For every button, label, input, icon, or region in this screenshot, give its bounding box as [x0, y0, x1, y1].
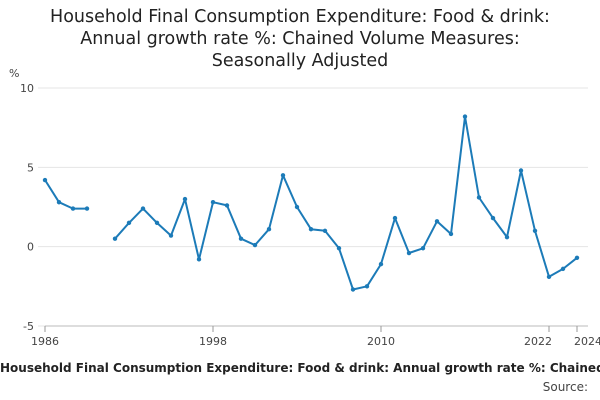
- data-point: [462, 114, 468, 119]
- data-point: [364, 284, 370, 289]
- data-point: [560, 266, 566, 272]
- data-point: [154, 220, 160, 226]
- data-point: [490, 215, 496, 221]
- data-point: [84, 206, 90, 211]
- series-line-segment: [44, 179, 88, 210]
- x-tick-label: 2024: [574, 335, 600, 348]
- data-point: [196, 257, 202, 262]
- series-line-segment: [114, 115, 578, 291]
- data-point: [70, 206, 76, 211]
- data-point: [518, 168, 524, 173]
- data-point: [574, 255, 580, 260]
- data-point: [224, 203, 230, 208]
- data-point: [378, 261, 384, 267]
- data-point: [504, 234, 510, 240]
- data-point: [294, 204, 300, 210]
- data-series: [42, 114, 580, 292]
- data-point: [112, 236, 118, 241]
- data-point: [350, 287, 356, 292]
- data-point: [420, 246, 426, 251]
- y-axis-label: %: [9, 67, 19, 80]
- data-point: [308, 227, 314, 232]
- data-point: [266, 227, 272, 232]
- data-point: [252, 242, 258, 248]
- y-tick-label: 5: [27, 161, 34, 174]
- x-tick-label: 2022: [524, 335, 552, 348]
- source-label: Source:: [542, 380, 588, 394]
- data-point: [280, 173, 286, 178]
- data-point: [476, 195, 482, 200]
- y-axis-ticks: -5 0 5 10: [20, 82, 34, 333]
- data-point: [448, 231, 454, 237]
- data-point: [126, 220, 132, 226]
- data-point: [168, 233, 174, 238]
- data-point: [336, 246, 342, 251]
- x-tick-label: 1986: [31, 335, 59, 348]
- data-point: [406, 250, 412, 256]
- data-point: [140, 206, 146, 211]
- x-tick-label: 2010: [367, 335, 395, 348]
- chart-title: Household Final Consumption Expenditure:…: [0, 6, 600, 72]
- data-point: [56, 200, 62, 205]
- data-point: [238, 236, 244, 241]
- chart-title-line-2: Annual growth rate %: Chained Volume Mea…: [80, 29, 520, 49]
- data-point: [42, 177, 48, 183]
- data-point: [546, 274, 552, 280]
- data-point: [392, 215, 398, 221]
- data-point: [182, 196, 188, 202]
- data-point: [434, 219, 440, 224]
- y-tick-label: 0: [27, 241, 34, 254]
- x-axis: 1986 1998 2010 2022 2024: [31, 325, 600, 348]
- y-tick-label: -5: [23, 320, 34, 333]
- chart-title-line-3: Seasonally Adjusted: [211, 51, 389, 71]
- y-tick-label: 10: [20, 82, 34, 95]
- data-point: [210, 200, 216, 205]
- x-tick-label: 1998: [199, 335, 227, 348]
- chart-footer-caption: Household Final Consumption Expenditure:…: [0, 361, 600, 375]
- chart-title-line-1: Household Final Consumption Expenditure:…: [50, 7, 550, 27]
- data-point: [322, 228, 328, 233]
- data-point: [532, 228, 538, 233]
- gridlines: [38, 87, 588, 327]
